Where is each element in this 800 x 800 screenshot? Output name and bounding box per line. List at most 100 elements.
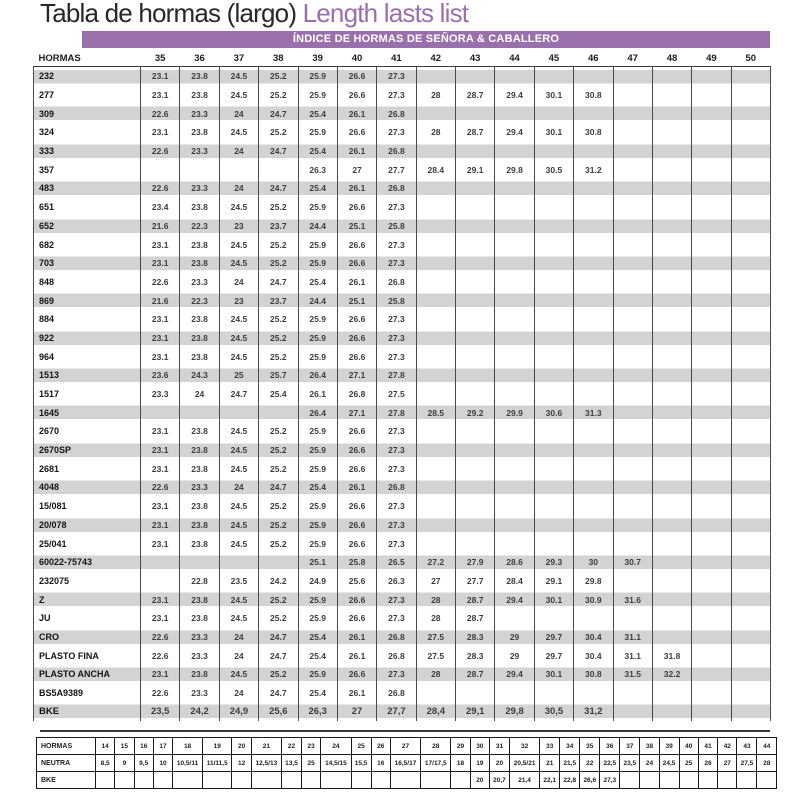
table-cell bbox=[533, 366, 574, 385]
column-header-size: 38 bbox=[258, 50, 298, 67]
table-cell bbox=[494, 272, 535, 292]
table-cell bbox=[730, 646, 772, 665]
table-cell: 26.6 bbox=[336, 347, 377, 366]
table-cell: 27 bbox=[336, 702, 377, 722]
conversion-cell: 16 bbox=[370, 754, 391, 772]
table-cell bbox=[494, 104, 535, 124]
table-cell: 25.9 bbox=[297, 590, 338, 609]
row-label: 277 bbox=[33, 85, 141, 105]
table-cell bbox=[691, 478, 732, 497]
conversion-cell: 40 bbox=[678, 737, 699, 755]
row-label: PLASTO ANCHA bbox=[33, 665, 141, 684]
table-row: 922 23.1 23.8 24.5 25.2 25.9 26.6 27.3 bbox=[33, 328, 772, 348]
table-cell: 25.4 bbox=[297, 627, 338, 647]
table-cell bbox=[573, 534, 613, 553]
table-cell bbox=[612, 66, 653, 86]
table-cell: 25,6 bbox=[258, 702, 298, 722]
table-cell bbox=[730, 515, 772, 535]
table-cell: 25.2 bbox=[258, 85, 298, 105]
column-header-size: 48 bbox=[652, 50, 692, 67]
table-cell: 25.4 bbox=[297, 683, 338, 703]
table-cell bbox=[454, 366, 495, 385]
conversion-cell bbox=[350, 771, 372, 789]
table-cell bbox=[415, 235, 456, 254]
table-cell: 27.3 bbox=[376, 590, 417, 609]
table-row: 652 21.6 22.3 23 23.7 24.4 25.1 25.8 bbox=[33, 216, 772, 236]
conversion-cell: 25 bbox=[350, 737, 372, 755]
table-cell bbox=[691, 496, 732, 516]
table-cell bbox=[612, 179, 653, 198]
table-cell bbox=[691, 104, 732, 124]
table-row: 4048 22.6 23.3 24 24.7 25.4 26.1 26.8 bbox=[33, 478, 772, 497]
table-cell: 27.8 bbox=[376, 403, 417, 423]
row-label: 1517 bbox=[33, 384, 141, 404]
conversion-cell: 20,7 bbox=[488, 771, 510, 789]
table-cell bbox=[691, 646, 732, 665]
table-cell bbox=[533, 253, 574, 273]
table-cell: 25.2 bbox=[258, 253, 298, 273]
table-cell: 25.9 bbox=[297, 197, 338, 217]
conversion-cell: 19 bbox=[201, 737, 233, 755]
table-cell bbox=[691, 534, 732, 553]
table-cell: 30.4 bbox=[573, 627, 613, 647]
table-cell bbox=[415, 683, 456, 703]
table-cell bbox=[573, 235, 613, 254]
table-cell bbox=[573, 683, 613, 703]
table-cell bbox=[651, 272, 692, 292]
table-cell: 30,5 bbox=[533, 702, 574, 722]
table-cell bbox=[415, 328, 456, 348]
conversion-row-label: NEUTRA bbox=[36, 754, 96, 772]
table-cell: 28 bbox=[415, 123, 456, 142]
table-cell: 25.9 bbox=[297, 534, 338, 553]
table-cell bbox=[612, 253, 653, 273]
table-cell: 25.1 bbox=[336, 291, 377, 310]
table-cell: 22.6 bbox=[139, 683, 180, 703]
table-cell bbox=[730, 608, 772, 628]
table-cell: 28.6 bbox=[494, 552, 535, 572]
table-cell: 26.8 bbox=[336, 384, 377, 404]
table-cell bbox=[691, 515, 732, 535]
table-cell bbox=[454, 515, 495, 535]
table-cell: 23.8 bbox=[179, 422, 220, 441]
table-cell bbox=[415, 422, 456, 441]
row-label: 652 bbox=[33, 216, 141, 236]
table-cell bbox=[691, 347, 732, 366]
conversion-cell: 13,5 bbox=[280, 754, 303, 772]
table-cell bbox=[612, 291, 653, 310]
table-cell: 23.4 bbox=[139, 197, 180, 217]
table-cell: 25.9 bbox=[297, 85, 338, 105]
table-cell: 25.2 bbox=[258, 197, 298, 217]
conversion-cell: 28 bbox=[420, 737, 452, 755]
table-cell: 24 bbox=[218, 478, 259, 497]
table-cell bbox=[533, 347, 574, 366]
table-cell: 24.3 bbox=[179, 366, 220, 385]
conversion-cell: 38 bbox=[639, 737, 660, 755]
conversion-cell: 14 bbox=[94, 737, 116, 755]
table-cell: 32.2 bbox=[651, 665, 692, 684]
table-cell: 27.3 bbox=[376, 608, 417, 628]
table-cell: 24.5 bbox=[218, 440, 259, 460]
table-cell bbox=[651, 66, 692, 86]
table-cell: 23.8 bbox=[179, 235, 220, 254]
table-cell: 25.8 bbox=[376, 216, 417, 236]
table-cell bbox=[612, 104, 653, 124]
table-cell: 26.8 bbox=[376, 104, 417, 124]
table-cell: 29 bbox=[494, 646, 535, 665]
table-row: 309 22.6 23.3 24 24.7 25.4 26.1 26.8 bbox=[33, 104, 772, 124]
row-label: 324 bbox=[33, 123, 141, 142]
table-cell bbox=[730, 534, 772, 553]
table-cell: 29.4 bbox=[494, 665, 535, 684]
table-cell: 23.3 bbox=[179, 179, 220, 198]
table-cell: 23.8 bbox=[179, 66, 220, 86]
table-cell: 27.3 bbox=[376, 515, 417, 535]
table-cell: 24.5 bbox=[218, 309, 259, 329]
table-cell: 31.2 bbox=[573, 160, 613, 180]
table-cell: 26.8 bbox=[376, 646, 417, 665]
row-label: 15/081 bbox=[33, 496, 141, 516]
table-cell bbox=[415, 216, 456, 236]
table-cell bbox=[691, 160, 732, 180]
table-cell bbox=[415, 440, 456, 460]
conversion-cell bbox=[658, 771, 680, 789]
table-cell: 23.8 bbox=[179, 85, 220, 105]
header-row: HORMAS 35 36 37 38 39 40 41 42 43 44 45 46 47 48 49 50 bbox=[33, 50, 771, 67]
